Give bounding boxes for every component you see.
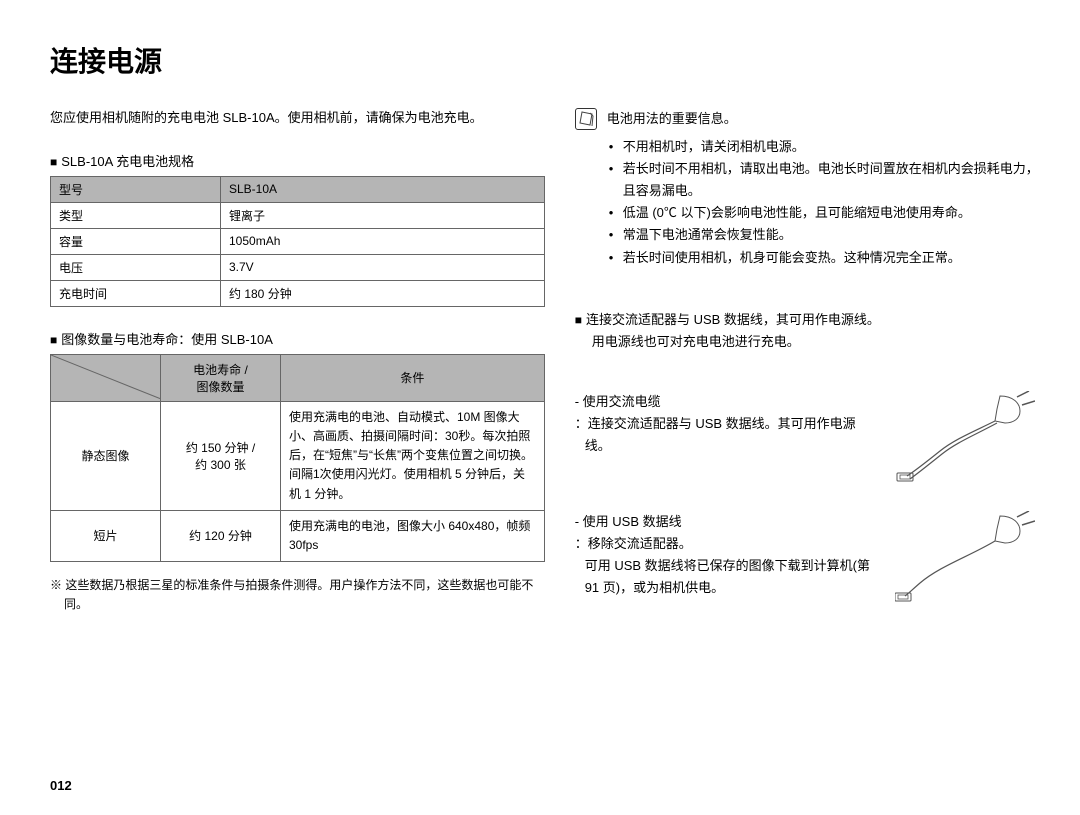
footnote: ※ 这些数据乃根据三星的标准条件与拍摄条件测得。用户操作方法不同，这些数据也可能…: [50, 576, 545, 614]
page-title: 连接电源: [50, 40, 1050, 80]
spec-row-value: 3.7V: [221, 254, 545, 280]
spec-table: 型号 SLB-10A 类型 锂离子 容量 1050mAh 电压 3.7V 充电时…: [50, 176, 545, 307]
note-item: 若长时间不用相机，请取出电池。电池长时间置放在相机内会损耗电力，且容易漏电。: [623, 158, 1050, 202]
note-text: 电池用法的重要信息。 不用相机时，请关闭相机电源。 若长时间不用相机，请取出电池…: [607, 108, 1050, 269]
cable-block-usb: - 使用 USB 数据线 ：移除交流适配器。 可用 USB 数据线将已保存的图像…: [575, 511, 1050, 601]
cable-section-title: 连接交流适配器与 USB 数据线，其可用作电源线。: [575, 309, 1050, 331]
life-header-col3: 条件: [281, 354, 545, 401]
life-section-title: 图像数量与电池寿命：使用 SLB-10A: [50, 329, 545, 348]
life-header-empty: [51, 354, 161, 401]
note-item: 不用相机时，请关闭相机电源。: [623, 136, 1050, 158]
left-column: 您应使用相机随附的充电电池 SLB-10A。使用相机前，请确保为电池充电。 SL…: [50, 108, 545, 614]
diagonal-line-icon: [51, 355, 160, 401]
note-icon: [575, 108, 597, 130]
spec-row-value: 锂离子: [221, 202, 545, 228]
spec-row-label: 充电时间: [51, 280, 221, 306]
cable1-body: ：连接交流适配器与 USB 数据线。其可用作电源线。: [575, 413, 875, 457]
life-row-life: 约 150 分钟 / 约 300 张: [161, 401, 281, 510]
life-row-cond: 使用充满电的电池，图像大小 640x480，帧频 30fps: [281, 510, 545, 561]
page-number: 012: [50, 778, 72, 793]
life-header-col2: 电池寿命 / 图像数量: [161, 354, 281, 401]
cable2-body: ：移除交流适配器。 可用 USB 数据线将已保存的图像下载到计算机(第 91 页…: [575, 533, 875, 599]
note-item: 常温下电池通常会恢复性能。: [623, 224, 1050, 246]
cable-block-ac: - 使用交流电缆 ：连接交流适配器与 USB 数据线。其可用作电源线。: [575, 391, 1050, 481]
spec-row-value: 约 180 分钟: [221, 280, 545, 306]
note-lead: 电池用法的重要信息。: [607, 108, 1050, 130]
spec-row-label: 型号: [51, 176, 221, 202]
note-item: 若长时间使用相机，机身可能会变热。这种情况完全正常。: [623, 247, 1050, 269]
cable2-heading: - 使用 USB 数据线: [575, 511, 875, 533]
spec-row-label: 电压: [51, 254, 221, 280]
cable-section-sub: 用电源线也可对充电电池进行充电。: [575, 331, 1050, 353]
note-box: 电池用法的重要信息。 不用相机时，请关闭相机电源。 若长时间不用相机，请取出电池…: [575, 108, 1050, 269]
spec-row-label: 容量: [51, 228, 221, 254]
life-row-label: 短片: [51, 510, 161, 561]
note-item: 低温 (0℃ 以下)会影响电池性能，且可能缩短电池使用寿命。: [623, 202, 1050, 224]
cable1-heading: - 使用交流电缆: [575, 391, 875, 413]
usb-cable-illustration: [895, 511, 1035, 601]
life-row-label: 静态图像: [51, 401, 161, 510]
life-table: 电池寿命 / 图像数量 条件 静态图像 约 150 分钟 / 约 300 张 使…: [50, 354, 545, 562]
spec-row-value: SLB-10A: [221, 176, 545, 202]
right-column: 电池用法的重要信息。 不用相机时，请关闭相机电源。 若长时间不用相机，请取出电池…: [575, 108, 1050, 614]
spec-row-value: 1050mAh: [221, 228, 545, 254]
intro-text: 您应使用相机随附的充电电池 SLB-10A。使用相机前，请确保为电池充电。: [50, 108, 545, 129]
spec-row-label: 类型: [51, 202, 221, 228]
spec-section-title: SLB-10A 充电电池规格: [50, 151, 545, 170]
life-row-cond: 使用充满电的电池、自动模式、10M 图像大小、高画质、拍摄间隔时间：30秒。每次…: [281, 401, 545, 510]
cable-section: 连接交流适配器与 USB 数据线，其可用作电源线。 用电源线也可对充电电池进行充…: [575, 309, 1050, 601]
life-row-life: 约 120 分钟: [161, 510, 281, 561]
ac-cable-illustration: [895, 391, 1035, 481]
